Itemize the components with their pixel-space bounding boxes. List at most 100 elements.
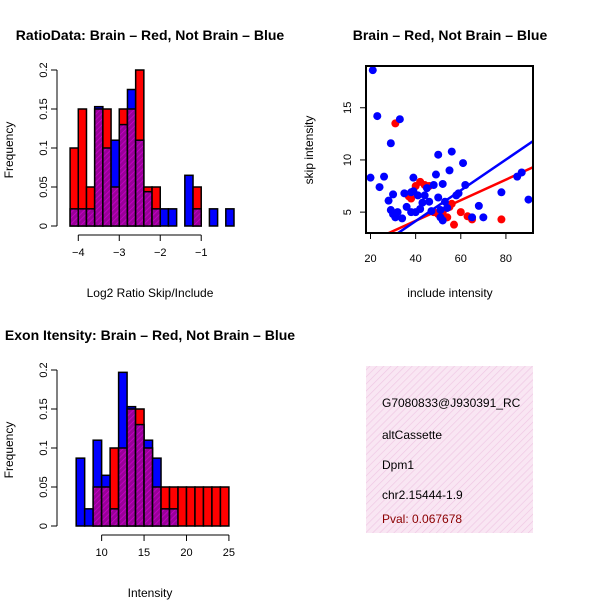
scatter-point-not-brain bbox=[459, 159, 468, 168]
ratio_hist-bar-not-brain bbox=[225, 208, 235, 227]
scatter-point-not-brain bbox=[373, 112, 382, 121]
info-panel: G7080833@J930391_RC altCassette Dpm1 chr… bbox=[366, 366, 600, 533]
ratio_hist-bar-overlap bbox=[143, 190, 153, 227]
ratio_hist-x-tick-label: −4 bbox=[72, 247, 85, 259]
scatter-point-not-brain bbox=[443, 203, 452, 212]
intensity_hist-y-tick-label: 0 bbox=[38, 523, 50, 529]
scatter-point-not-brain bbox=[389, 190, 398, 199]
intensity_hist-bar-not-brain bbox=[83, 508, 94, 527]
intensity_hist-bar-brain bbox=[185, 486, 196, 527]
scatter-y-tick-label: 5 bbox=[342, 209, 354, 215]
info-event-id: G7080833@J930391_RC bbox=[382, 396, 521, 410]
ratio_hist-bar-overlap bbox=[93, 108, 104, 227]
scatter-point-not-brain bbox=[386, 139, 395, 148]
scatter-x-tick-label: 20 bbox=[364, 253, 376, 265]
ratio_hist-bar-overlap bbox=[126, 108, 137, 227]
scatter-point-not-brain bbox=[368, 66, 377, 75]
scatter-point-brain bbox=[497, 215, 506, 224]
scatter-point-not-brain bbox=[366, 173, 375, 182]
scatter-y-tick-label: 10 bbox=[342, 154, 354, 166]
intensity_hist-x-tick-label: 20 bbox=[180, 547, 192, 559]
scatter-point-not-brain bbox=[497, 188, 506, 197]
ratio_hist-bar-overlap bbox=[77, 208, 88, 227]
intensity-scatter: Brain – Red, Not Brain – Blue 20 40 60 80 5 1… bbox=[302, 27, 547, 300]
intensity-hist-ylabel: Frequency bbox=[2, 422, 16, 479]
scatter-point-not-brain bbox=[425, 197, 434, 206]
scatter-title: Brain – Red, Not Brain – Blue bbox=[353, 27, 548, 43]
intensity_hist-y-tick-label: 0.15 bbox=[38, 398, 50, 419]
intensity_hist-bar-overlap bbox=[168, 508, 179, 527]
intensity-hist-xlabel: Intensity bbox=[128, 586, 173, 600]
scatter-point-not-brain bbox=[413, 191, 422, 200]
intensity_hist-y-tick-label: 0.1 bbox=[38, 440, 50, 455]
intensity_hist-bar-overlap bbox=[143, 447, 154, 527]
ratio_hist-y-tick-label: 0.1 bbox=[38, 140, 50, 155]
scatter-ylabel: skip intensity bbox=[302, 116, 316, 185]
ratio-hist-title: RatioData: Brain – Red, Not Brain – Blue bbox=[16, 27, 285, 43]
scatter-point-brain bbox=[456, 208, 465, 217]
scatter-y-tick-label: 15 bbox=[342, 102, 354, 114]
scatter-point-not-brain bbox=[384, 196, 393, 205]
ratio_hist-bar-overlap bbox=[118, 123, 129, 227]
scatter-point-brain bbox=[407, 194, 416, 203]
scatter-point-not-brain bbox=[375, 183, 384, 192]
ratio_hist-bar-overlap bbox=[192, 208, 202, 227]
scatter-xlabel: include intensity bbox=[407, 286, 492, 300]
info-pval: Pval: 0.067678 bbox=[382, 512, 462, 526]
info-panel-background bbox=[366, 366, 533, 533]
ratio_hist-bar-overlap bbox=[69, 208, 80, 227]
intensity_hist-bar-overlap bbox=[92, 486, 103, 527]
intensity-hist-bars bbox=[75, 371, 230, 527]
intensity_hist-x-tick-label: 15 bbox=[138, 547, 150, 559]
scatter-fit-line-not-brain bbox=[395, 140, 533, 233]
scatter-point-not-brain bbox=[447, 147, 456, 156]
scatter-x-tick-label: 40 bbox=[410, 253, 422, 265]
intensity_hist-y-tick-label: 0.2 bbox=[38, 362, 50, 377]
scatter-point-not-brain bbox=[429, 180, 438, 189]
scatter-point-not-brain bbox=[436, 206, 445, 215]
ratio_hist-y-tick-label: 0.15 bbox=[38, 98, 50, 119]
ratio-hist-bars bbox=[69, 69, 235, 227]
scatter-clip-group bbox=[366, 66, 533, 233]
intensity_hist-bar-brain bbox=[177, 486, 188, 527]
ratio_hist-bar-not-brain bbox=[208, 208, 219, 227]
intensity-hist-title: Exon Itensity: Brain – Red, Not Brain – … bbox=[5, 327, 295, 343]
intensity_hist-bar-brain bbox=[194, 486, 205, 527]
scatter-point-not-brain bbox=[395, 115, 404, 124]
intensity_hist-bar-overlap bbox=[109, 508, 120, 527]
ratio_hist-bar-not-brain bbox=[167, 208, 178, 227]
intensity-hist-axes: 0 0.05 0.1 0.15 0.2 10 15 20 25 bbox=[38, 362, 235, 559]
scatter-point-not-brain bbox=[420, 191, 429, 200]
scatter-point-not-brain bbox=[398, 214, 407, 223]
info-event-type: altCassette bbox=[382, 428, 442, 442]
scatter-point-brain bbox=[450, 220, 459, 229]
intensity_hist-bar-not-brain bbox=[75, 457, 86, 527]
scatter-point-not-brain bbox=[431, 170, 440, 179]
intensity_hist-bar-brain bbox=[202, 486, 213, 527]
scatter-point-not-brain bbox=[400, 189, 409, 198]
intensity_hist-bar-brain bbox=[211, 486, 222, 527]
scatter-axes: 20 40 60 80 5 10 15 bbox=[342, 102, 512, 265]
ratio-hist-ylabel: Frequency bbox=[2, 122, 16, 179]
ratio_hist-x-tick-label: −3 bbox=[113, 247, 126, 259]
ratio_hist-y-tick-label: 0.2 bbox=[38, 62, 50, 77]
scatter-point-not-brain bbox=[468, 213, 477, 222]
scatter-x-tick-label: 60 bbox=[455, 253, 467, 265]
scatter-point-not-brain bbox=[445, 166, 454, 175]
scatter-point-not-brain bbox=[393, 208, 402, 217]
info-location: chr2.15444-1.9 bbox=[382, 488, 463, 502]
ratio-hist-xlabel: Log2 Ratio Skip/Include bbox=[87, 286, 214, 300]
intensity_hist-x-tick-label: 10 bbox=[96, 547, 108, 559]
scatter-point-not-brain bbox=[474, 201, 483, 210]
scatter-point-not-brain bbox=[416, 204, 425, 213]
intensity_hist-y-tick-label: 0.05 bbox=[38, 476, 50, 497]
scatter-point-not-brain bbox=[434, 193, 443, 202]
ratio-hist-axes: 0 0.05 0.1 0.15 0.2 −4 −3 −2 −1 bbox=[38, 62, 207, 259]
ratio_hist-bar-overlap bbox=[134, 139, 145, 227]
ratio_hist-bar-not-brain bbox=[184, 174, 194, 227]
scatter-point-not-brain bbox=[409, 173, 418, 182]
scatter-point-not-brain bbox=[380, 172, 389, 181]
scatter-point-not-brain bbox=[438, 216, 447, 225]
ratio_hist-y-tick-label: 0 bbox=[38, 223, 50, 229]
